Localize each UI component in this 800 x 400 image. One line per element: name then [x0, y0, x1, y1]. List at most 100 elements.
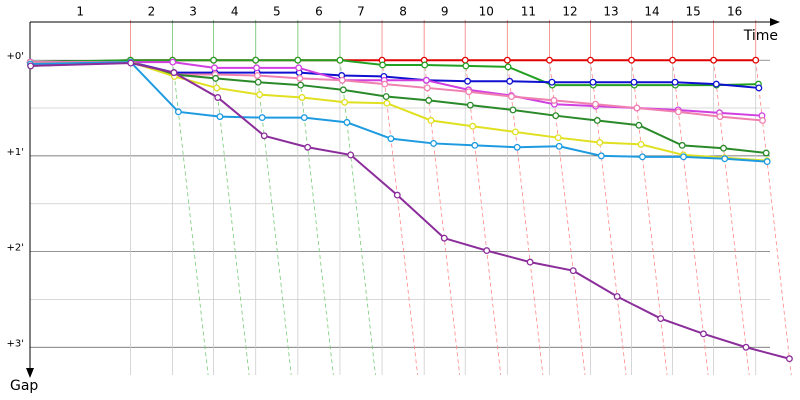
- series-point: [635, 121, 643, 129]
- lap-label: 13: [603, 5, 618, 19]
- x-axis-label: Time: [743, 28, 778, 44]
- lap-label: 10: [479, 5, 494, 19]
- series-point: [260, 132, 268, 140]
- series-point: [669, 56, 677, 64]
- series-point: [710, 56, 718, 64]
- series-point: [509, 106, 517, 114]
- series-point: [423, 84, 431, 92]
- series-point: [387, 135, 395, 143]
- series-point: [720, 144, 727, 152]
- series-point: [555, 142, 563, 150]
- series-point: [253, 64, 261, 72]
- series-point: [379, 61, 387, 69]
- series-point: [425, 96, 433, 104]
- series-point: [700, 330, 707, 338]
- series-point: [462, 62, 470, 70]
- grid: [30, 20, 792, 376]
- lap-label: 7: [357, 5, 365, 19]
- series-point: [338, 76, 346, 84]
- series-point: [464, 77, 472, 85]
- series-line: [30, 62, 790, 360]
- series-point: [721, 155, 729, 163]
- lap-label: 15: [685, 5, 700, 19]
- lap-diagonal: [172, 60, 209, 376]
- lap-label: 6: [315, 5, 323, 19]
- series-point: [256, 91, 264, 99]
- series-point: [422, 76, 430, 84]
- series-point: [214, 94, 222, 101]
- series-point: [211, 64, 218, 72]
- lap-diagonal: [381, 60, 418, 376]
- lap-diagonal: [297, 60, 334, 376]
- series-point: [552, 112, 560, 120]
- series-point: [511, 128, 519, 136]
- lap-diagonal: [339, 60, 376, 376]
- series-point: [253, 72, 261, 79]
- y-tick-label: +3': [7, 338, 25, 349]
- series-point: [554, 134, 562, 142]
- series-point: [127, 59, 135, 67]
- y-tick-label: +0': [7, 51, 25, 62]
- series-point: [469, 122, 477, 130]
- series-point: [712, 80, 720, 88]
- series-point: [503, 56, 511, 64]
- series-point: [210, 56, 218, 64]
- series-point: [550, 96, 558, 104]
- series-point: [430, 139, 438, 147]
- series-point: [382, 93, 390, 100]
- series-point: [630, 78, 638, 86]
- series-point: [216, 113, 224, 121]
- series-point: [716, 113, 724, 121]
- series-point: [548, 78, 556, 86]
- lap-label: 9: [441, 5, 449, 19]
- series-point: [569, 267, 577, 275]
- series-point: [633, 104, 641, 112]
- series-point: [343, 118, 351, 126]
- lap-label: 3: [189, 5, 197, 19]
- series-point: [759, 117, 766, 124]
- series-point: [169, 58, 177, 66]
- series-point: [381, 80, 389, 88]
- series-point: [298, 94, 306, 101]
- x-axis-arrow: [770, 18, 780, 26]
- y-tick-label: +2': [7, 243, 25, 254]
- series-point: [347, 151, 355, 159]
- lap-diagonal: [590, 60, 627, 376]
- y-axis-arrow: [26, 368, 34, 378]
- lap-label: 8: [399, 5, 407, 19]
- series-point: [526, 258, 534, 266]
- series-point: [170, 69, 178, 77]
- series-point: [657, 315, 665, 322]
- lap-label: 5: [273, 5, 281, 19]
- series-point: [427, 117, 435, 124]
- series-point: [254, 78, 262, 86]
- lap-label: 2: [148, 5, 156, 19]
- series-point: [752, 56, 760, 64]
- series-point: [213, 84, 221, 92]
- series-point: [212, 74, 220, 82]
- series-point: [638, 153, 646, 161]
- lap-label: 16: [727, 5, 742, 19]
- series-point: [785, 355, 793, 363]
- series-point: [506, 77, 514, 85]
- series-point: [671, 78, 679, 86]
- series-point: [504, 63, 512, 71]
- lap-diagonal: [213, 60, 250, 376]
- series-point: [297, 81, 305, 89]
- series-point: [674, 108, 682, 116]
- series-point: [742, 343, 750, 351]
- series-point: [300, 114, 308, 122]
- y-tick-label: +1': [7, 147, 25, 158]
- series-point: [440, 234, 448, 242]
- series-point: [296, 74, 304, 82]
- series-point: [613, 293, 621, 300]
- series-point: [592, 100, 599, 108]
- series-point: [466, 101, 474, 109]
- series-point: [628, 56, 635, 64]
- series-point: [597, 152, 605, 160]
- lap-label: 1: [76, 5, 84, 19]
- series-point: [393, 191, 401, 199]
- lap-diagonal: [464, 60, 502, 376]
- lap-diagonal: [713, 60, 750, 376]
